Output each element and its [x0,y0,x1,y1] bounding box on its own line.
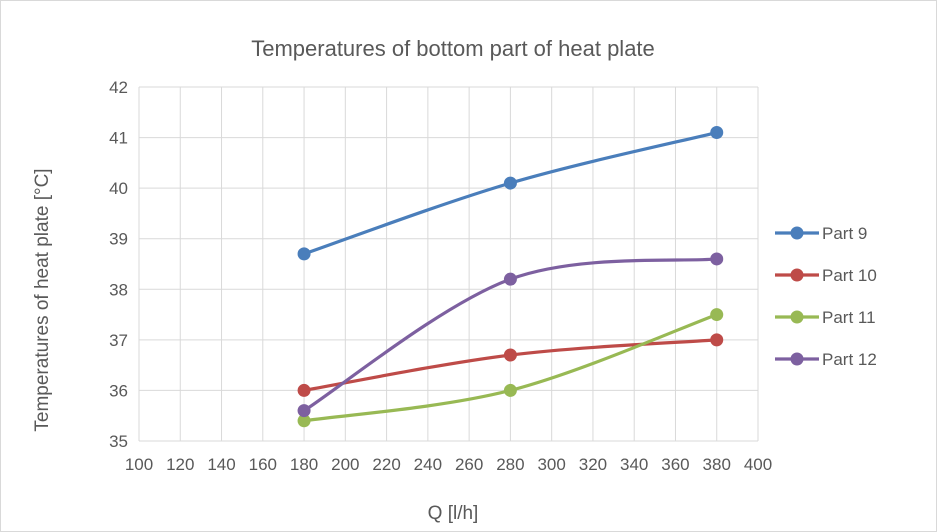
x-tick-label: 380 [703,455,731,474]
legend-item-part-12: Part 12 [775,350,877,369]
y-tick-label: 36 [109,381,128,400]
y-tick-label: 42 [109,78,128,97]
y-tick-label: 37 [109,331,128,350]
legend-label: Part 10 [822,266,877,285]
x-tick-label: 400 [744,455,772,474]
x-tick-label: 120 [166,455,194,474]
data-point [710,308,724,322]
x-tick-label: 300 [537,455,565,474]
x-tick-label: 280 [496,455,524,474]
legend-label: Part 9 [822,224,867,243]
x-tick-label: 360 [661,455,689,474]
legend-item-part-11: Part 11 [775,308,876,327]
legend-swatch-marker [790,310,804,324]
series-lines [297,126,724,428]
y-tick-label: 40 [109,179,128,198]
data-point [710,333,724,347]
data-point [503,348,517,362]
x-tick-label: 240 [414,455,442,474]
x-tick-labels: 100 120 140 160 180 200 220 240 260 280 300 320 340 3… [125,455,772,474]
chart-title: Temperatures of bottom part of heat plat… [251,36,655,61]
y-tick-label: 38 [109,280,128,299]
x-tick-label: 220 [372,455,400,474]
x-tick-label: 320 [579,455,607,474]
x-tick-label: 140 [207,455,235,474]
x-axis-title: Q [l/h] [428,503,479,524]
x-tick-label: 100 [125,455,153,474]
y-tick-label: 39 [109,230,128,249]
series-part-11 [297,308,724,428]
series-part-9 [297,126,724,261]
data-point [297,404,311,418]
legend-item-part-9: Part 9 [775,224,867,243]
gridlines [138,86,759,442]
y-tick-label: 35 [109,432,128,451]
y-tick-labels: 35 36 37 38 39 40 41 42 [109,78,128,451]
legend-label: Part 12 [822,350,877,369]
x-tick-label: 180 [290,455,318,474]
data-point [710,126,724,140]
data-point [297,247,311,261]
data-point [503,176,517,190]
legend-swatch-marker [790,226,804,240]
x-tick-label: 340 [620,455,648,474]
legend-swatch-marker [790,352,804,366]
series-part-12 [297,252,724,418]
data-point [503,383,517,397]
legend-label: Part 11 [822,308,876,327]
data-point [503,272,517,286]
y-axis-title: Temperatures of heat plate [°C] [32,168,53,431]
series-part-10 [297,333,724,397]
legend-item-part-10: Part 10 [775,266,877,285]
data-point [297,383,311,397]
x-tick-label: 200 [331,455,359,474]
x-tick-label: 160 [249,455,277,474]
data-point [710,252,724,266]
legend-swatch-marker [790,268,804,282]
x-tick-label: 260 [455,455,483,474]
legend: Part 9 Part 10 Part 11 Part 12 [775,224,877,369]
y-tick-label: 41 [109,129,128,148]
data-point [297,414,311,428]
